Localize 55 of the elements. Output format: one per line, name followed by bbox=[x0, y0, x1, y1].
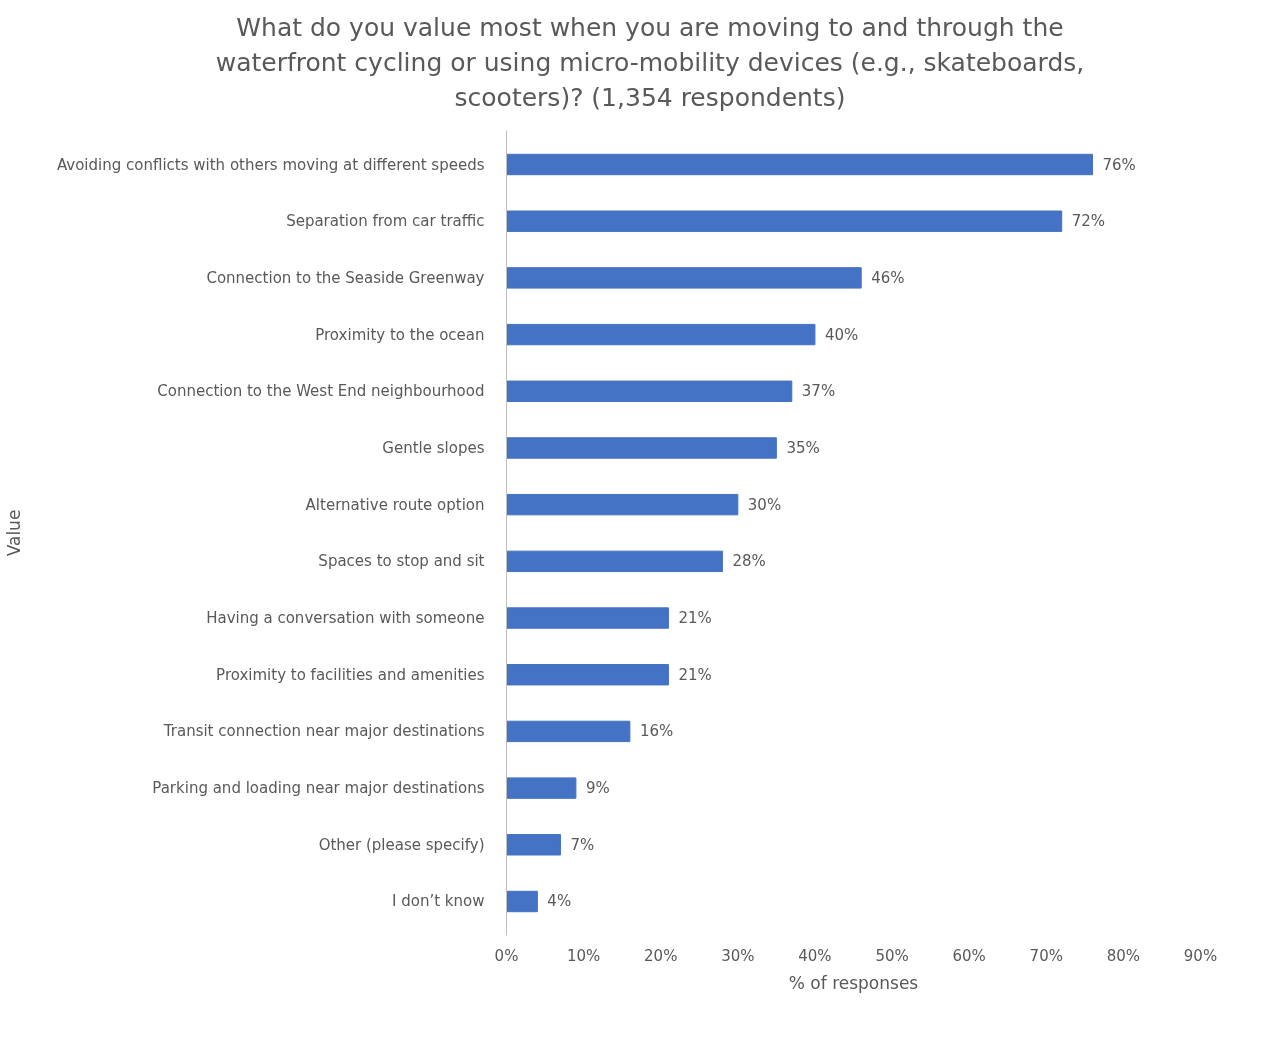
x-tick-label: 40% bbox=[798, 946, 832, 965]
data-label: 30% bbox=[747, 495, 782, 514]
x-tick-label: 10% bbox=[566, 946, 601, 965]
bar bbox=[506, 834, 561, 856]
y-tick-label: Other (please specify) bbox=[318, 835, 485, 854]
y-tick-label: Separation from car traffic bbox=[286, 212, 485, 231]
data-label: 35% bbox=[786, 438, 820, 457]
bar bbox=[506, 323, 816, 346]
bar bbox=[506, 437, 777, 459]
data-label: 4% bbox=[547, 892, 572, 911]
data-label: 76% bbox=[1102, 155, 1136, 174]
x-tick-label: 90% bbox=[1183, 946, 1218, 965]
y-tick-label: Proximity to facilities and amenities bbox=[216, 665, 485, 684]
data-label: 28% bbox=[732, 552, 766, 571]
x-axis-title: % of responses bbox=[788, 972, 919, 993]
bar bbox=[506, 380, 793, 402]
data-label: 72% bbox=[1071, 212, 1106, 231]
y-tick-label: Gentle slopes bbox=[382, 438, 485, 457]
y-tick-label: Alternative route option bbox=[305, 495, 485, 514]
data-label: 7% bbox=[570, 835, 595, 854]
y-tick-label: I don’t know bbox=[392, 892, 485, 911]
data-label: 37% bbox=[801, 382, 836, 401]
data-label: 9% bbox=[585, 779, 610, 798]
bar bbox=[506, 493, 739, 516]
y-tick-label: Spaces to stop and sit bbox=[318, 552, 485, 571]
data-label: 46% bbox=[871, 268, 905, 287]
x-tick-label: 60% bbox=[952, 946, 986, 965]
bar bbox=[506, 890, 538, 913]
bar bbox=[506, 607, 669, 629]
data-label: 21% bbox=[678, 609, 712, 628]
x-tick-label: 80% bbox=[1106, 946, 1141, 965]
data-label: 16% bbox=[639, 722, 674, 741]
bar bbox=[506, 267, 862, 289]
bar bbox=[506, 720, 631, 743]
data-label: 21% bbox=[678, 665, 712, 684]
bar bbox=[506, 664, 669, 686]
chart-title: What do you value most when you are moving to and through the waterfront cycling or using micro-mobility devices (e.g., skateboards, scooters)? (1,354 respondents) bbox=[214, 12, 1086, 114]
y-tick-label: Connection to the West End neighbourhood bbox=[157, 382, 485, 401]
bar bbox=[506, 210, 1063, 232]
x-tick-label: 70% bbox=[1029, 946, 1063, 965]
x-tick-label: 30% bbox=[721, 946, 755, 965]
data-label: 40% bbox=[824, 325, 859, 344]
y-tick-label: Transit connection near major destinations bbox=[162, 722, 485, 741]
y-axis-title: Value bbox=[3, 509, 24, 557]
x-tick-label: 50% bbox=[875, 946, 909, 965]
y-tick-label: Avoiding conflicts with others moving at different speeds bbox=[56, 155, 485, 174]
y-tick-label: Having a conversation with someone bbox=[206, 609, 485, 628]
bar bbox=[506, 550, 723, 573]
y-tick-label: Parking and loading near major destinations bbox=[152, 779, 485, 798]
x-tick-label: 20% bbox=[644, 946, 678, 965]
bar bbox=[506, 777, 577, 799]
y-tick-label: Proximity to the ocean bbox=[315, 325, 485, 344]
y-tick-label: Connection to the Seaside Greenway bbox=[206, 268, 485, 287]
bar bbox=[506, 153, 1094, 176]
x-tick-label: 0% bbox=[494, 946, 519, 965]
